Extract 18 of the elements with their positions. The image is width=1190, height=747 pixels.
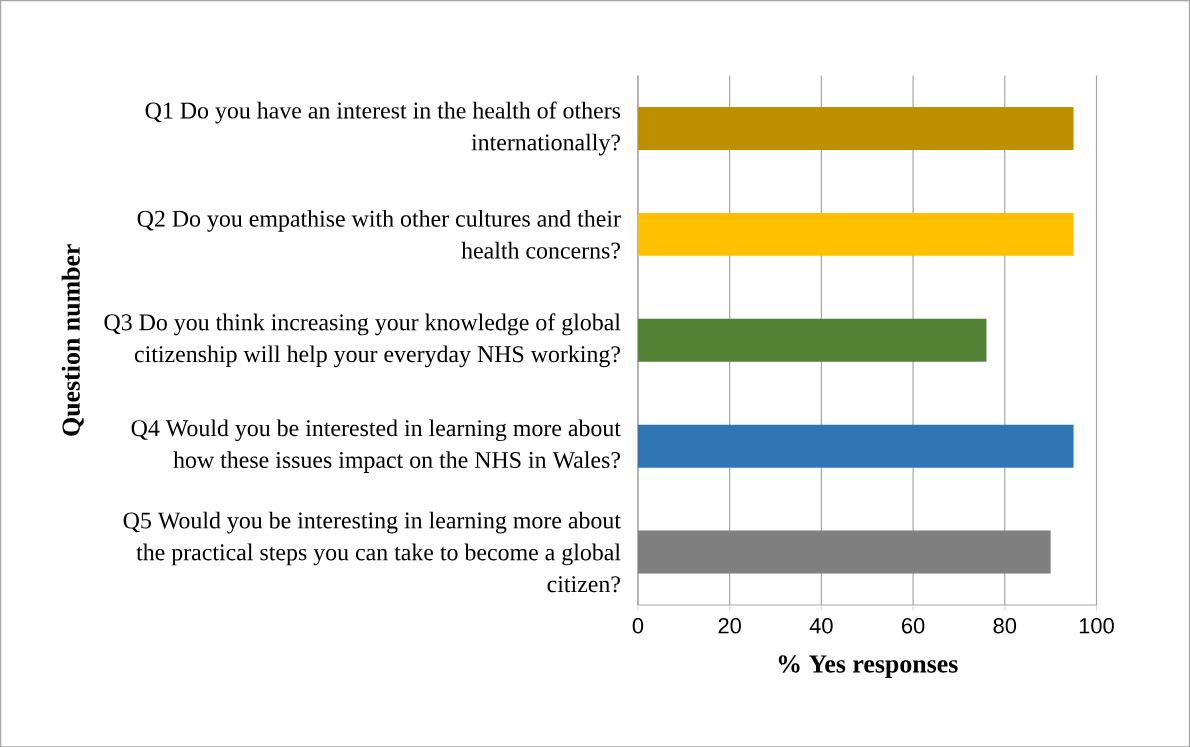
x-tick-label: 100 bbox=[1079, 617, 1114, 634]
y-tick-label: Q4 Would you be interested in learning more about how these issues impact on the NHS in Wales? bbox=[131, 419, 621, 473]
x-tick-label: 40 bbox=[809, 617, 833, 634]
x-tick-label: 0 bbox=[632, 617, 644, 634]
bar bbox=[637, 530, 1051, 574]
bar bbox=[637, 106, 1074, 150]
bar bbox=[637, 424, 1074, 468]
bar bbox=[637, 318, 987, 362]
x-tick-label: 80 bbox=[993, 617, 1017, 634]
y-axis-title: Question number bbox=[61, 243, 84, 436]
y-tick-label: Q3 Do you think increasing your knowledge of global citizenship will help your everyday NHS working? bbox=[104, 313, 621, 367]
x-tick-label: 60 bbox=[902, 617, 925, 634]
y-tick-label: Q5 Would you be interesting in learning more about the practical steps you can take to become a global citizen? bbox=[123, 511, 621, 593]
x-tick-label: 20 bbox=[718, 617, 741, 634]
bar bbox=[637, 212, 1074, 256]
x-axis-title: % Yes responses bbox=[778, 654, 958, 678]
y-tick-label: Q1 Do you have an interest in the health of others internationally? bbox=[145, 101, 621, 156]
y-tick-label: Q2 Do you empathise with other cultures and their health concerns? bbox=[137, 209, 621, 259]
